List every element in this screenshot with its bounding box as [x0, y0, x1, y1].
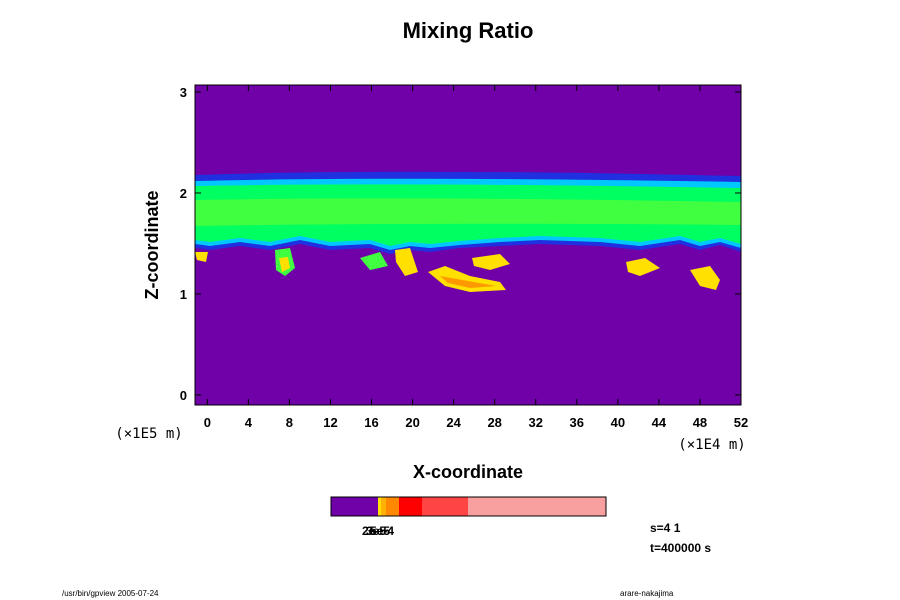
colorbar-segment — [468, 497, 606, 516]
y-tick-label: 1 — [180, 287, 187, 302]
colorbar-label: 5e-4 — [370, 524, 394, 538]
x-tick-label: 32 — [529, 415, 543, 430]
field-blob — [195, 252, 208, 262]
time-annotation: t=400000 s — [650, 541, 711, 555]
colorbar-segment — [378, 497, 381, 516]
colorbar — [330, 496, 607, 517]
y-tick-label: 2 — [180, 186, 187, 201]
field-blob — [279, 257, 290, 272]
field-blob — [472, 254, 510, 270]
x-tick-label: 16 — [364, 415, 378, 430]
colorbar-segment — [386, 497, 399, 516]
x-tick-label: 24 — [446, 415, 461, 430]
x-tick-label: 20 — [405, 415, 419, 430]
y-unit: (×1E5 m) — [115, 426, 182, 442]
y-axis-label: Z-coordinate — [142, 190, 162, 299]
contour-field — [195, 85, 741, 405]
x-tick-label: 8 — [286, 415, 293, 430]
y-tick-label: 0 — [180, 388, 187, 403]
x-unit: (×1E4 m) — [678, 437, 745, 453]
field-blob — [395, 248, 418, 276]
colorbar-segment — [422, 497, 468, 516]
field-band-core — [195, 198, 741, 226]
x-tick-label: 44 — [652, 415, 667, 430]
x-tick-label: 12 — [323, 415, 337, 430]
x-tick-label: 0 — [204, 415, 211, 430]
x-tick-label: 28 — [487, 415, 501, 430]
field-blob — [626, 258, 660, 276]
colorbar-label: 2e-5 — [362, 524, 386, 538]
colorbar-frame — [330, 496, 607, 517]
footer-left: /usr/bin/gpview 2005-07-24 — [62, 589, 159, 598]
step-annotation: s=4 1 — [650, 521, 681, 535]
plot-frame — [194, 84, 742, 406]
field-blob — [360, 252, 388, 270]
x-tick-label: 40 — [611, 415, 625, 430]
y-tick-label: 3 — [180, 85, 187, 100]
colorbar-segment — [399, 497, 422, 516]
x-axis-label: X-coordinate — [413, 462, 523, 482]
x-tick-label: 48 — [693, 415, 707, 430]
colorbar-label: 3e-5 — [366, 524, 390, 538]
x-tick-label: 36 — [570, 415, 584, 430]
footer-right: arare-nakajima — [620, 589, 674, 598]
colorbar-segment — [381, 497, 386, 516]
field-blob — [440, 276, 496, 288]
chart-title: Mixing Ratio — [403, 18, 534, 43]
x-tick-label: 4 — [245, 415, 253, 430]
x-tick-label: 52 — [734, 415, 748, 430]
colorbar-segment — [331, 497, 378, 516]
field-blob — [690, 266, 720, 290]
